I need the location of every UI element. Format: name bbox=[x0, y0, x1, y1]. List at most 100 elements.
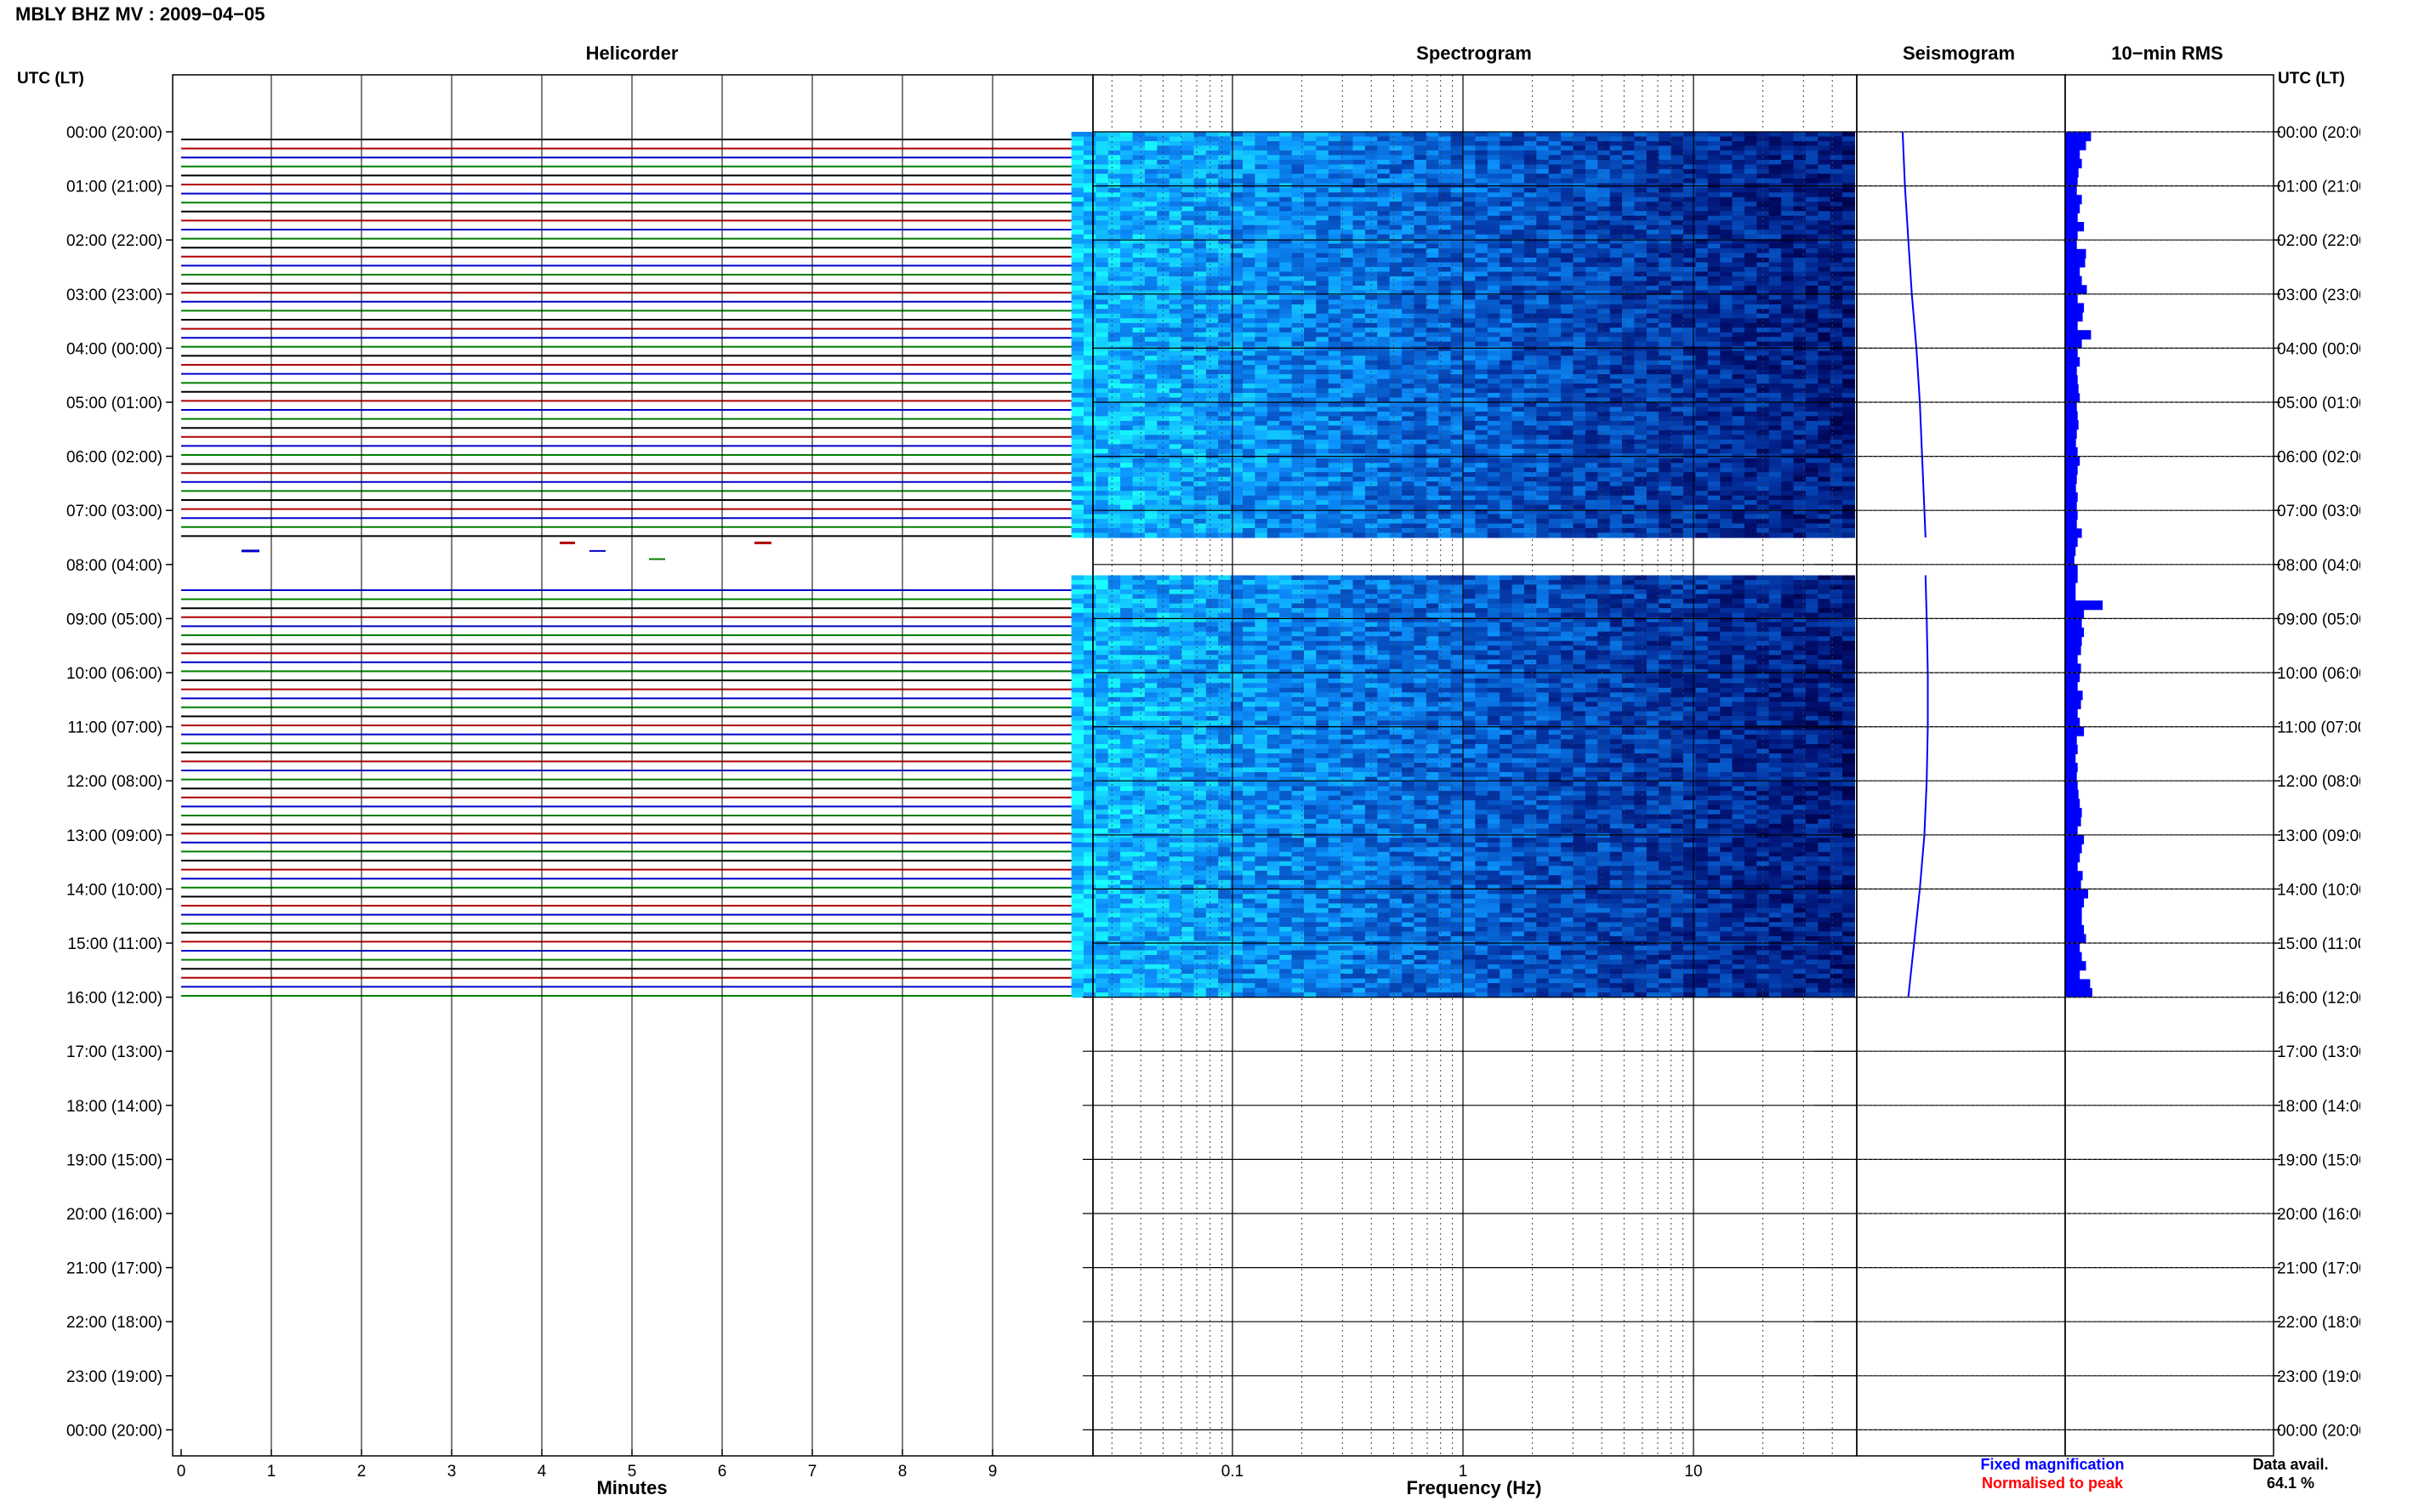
spectrogram-cell bbox=[1438, 429, 1452, 435]
spectrogram-cell bbox=[1720, 220, 1733, 226]
spectrogram-cell bbox=[1683, 378, 1696, 384]
spectrogram-cell bbox=[1266, 136, 1280, 142]
spectrogram-cell bbox=[1634, 267, 1648, 273]
spectrogram-cell bbox=[1659, 360, 1672, 366]
spectrogram-cell bbox=[1132, 313, 1146, 319]
spectrogram-cell bbox=[1573, 458, 1586, 463]
spectrogram-cell bbox=[1328, 425, 1341, 431]
spectrogram-cell bbox=[1463, 141, 1476, 147]
spectrogram-cell bbox=[1756, 309, 1770, 315]
spectrogram-cell bbox=[1793, 429, 1807, 435]
spectrogram-cell bbox=[1291, 322, 1305, 328]
spectrogram-cell bbox=[1144, 360, 1158, 366]
spectrogram-cell bbox=[1243, 425, 1255, 431]
spectrogram-cell bbox=[1585, 318, 1598, 324]
spectrogram-cell bbox=[1218, 164, 1232, 170]
spectrogram-cell bbox=[1536, 322, 1550, 328]
spectrogram-cell bbox=[1781, 150, 1795, 156]
spectrogram-cell bbox=[1414, 397, 1427, 403]
spectrogram-cell bbox=[1120, 346, 1134, 352]
spectrogram-cell bbox=[1132, 215, 1146, 221]
spectrogram-cell bbox=[1732, 299, 1745, 305]
spectrogram-cell bbox=[1230, 290, 1244, 296]
spectrogram-cell bbox=[1120, 355, 1134, 361]
spectrogram-cell bbox=[1511, 416, 1525, 422]
spectrogram-cell bbox=[1609, 220, 1623, 226]
spectrogram-cell bbox=[1548, 402, 1562, 408]
spectrogram-cell bbox=[1634, 309, 1648, 315]
spectrogram-cell bbox=[1071, 132, 1084, 138]
spectrogram-cell bbox=[1659, 355, 1672, 361]
spectrogram-cell bbox=[1732, 202, 1745, 207]
spectrogram-cell bbox=[1818, 299, 1831, 305]
spectrogram-cell bbox=[1842, 276, 1855, 282]
spectrogram-cell bbox=[1573, 155, 1586, 161]
spectrogram-cell bbox=[1818, 145, 1831, 151]
spectrogram-cell bbox=[1475, 132, 1488, 138]
spectrogram-cell bbox=[1597, 206, 1611, 212]
spectrogram-cell bbox=[1291, 406, 1305, 412]
spectrogram-cell bbox=[1561, 304, 1574, 310]
spectrogram-cell bbox=[1426, 463, 1439, 469]
spectrogram-cell bbox=[1193, 206, 1207, 212]
spectrogram-cell bbox=[1756, 299, 1770, 305]
spectrogram-cell bbox=[1818, 425, 1831, 431]
spectrogram-cell bbox=[1107, 281, 1121, 287]
spectrogram-cell bbox=[1279, 313, 1293, 319]
spectrogram-cell bbox=[1377, 230, 1391, 236]
spectrogram-cell bbox=[1402, 420, 1415, 426]
spectrogram-cell bbox=[1193, 322, 1207, 328]
spectrogram-cell bbox=[1622, 202, 1635, 207]
spectrogram-cell bbox=[1132, 271, 1146, 277]
spectrogram-cell bbox=[1328, 318, 1341, 324]
spectrogram-cell bbox=[1830, 192, 1843, 198]
spectrogram-cell bbox=[1291, 397, 1305, 403]
spectrogram-cell bbox=[1169, 258, 1182, 264]
spectrogram-cell bbox=[1438, 486, 1452, 492]
spectrogram-cell bbox=[1230, 472, 1244, 478]
spectrogram-cell bbox=[1500, 290, 1513, 296]
spectrogram-cell bbox=[1622, 476, 1635, 482]
spectrogram-cell bbox=[1193, 341, 1207, 347]
spectrogram-cell bbox=[1120, 253, 1134, 259]
spectrogram-cell bbox=[1084, 196, 1096, 202]
spectrogram-cell bbox=[1646, 439, 1659, 445]
spectrogram-cell bbox=[1463, 388, 1476, 394]
spectrogram-cell bbox=[1818, 220, 1831, 226]
page-title: MBLY BHZ MV : 2009−04−05 bbox=[15, 3, 265, 25]
spectrogram-cell bbox=[1450, 239, 1464, 245]
spectrogram-cell bbox=[1768, 369, 1782, 375]
spectrogram-cell bbox=[1707, 467, 1721, 473]
spectrogram-cell bbox=[1475, 472, 1488, 478]
spectrogram-cell bbox=[1402, 444, 1415, 450]
spectrogram-cell bbox=[1340, 168, 1354, 174]
spectrogram-cell bbox=[1500, 281, 1513, 287]
spectrogram-cell bbox=[1304, 132, 1317, 138]
spectrogram-cell bbox=[1842, 346, 1855, 352]
spectrogram-cell bbox=[1744, 168, 1757, 174]
spectrogram-cell bbox=[1805, 215, 1819, 221]
spectrogram-cell bbox=[1169, 239, 1182, 245]
spectrogram-cell bbox=[1646, 429, 1659, 435]
spectrogram-cell bbox=[1463, 196, 1476, 202]
spectrogram-cell bbox=[1659, 150, 1672, 156]
spectrogram-cell bbox=[1230, 276, 1244, 282]
spectrogram-cell bbox=[1818, 281, 1831, 287]
spectrogram-cell bbox=[1364, 290, 1378, 296]
spectrogram-cell bbox=[1793, 253, 1807, 259]
spectrogram-cell bbox=[1169, 253, 1182, 259]
spectrogram-cell bbox=[1707, 346, 1721, 352]
spectrogram-cell bbox=[1352, 145, 1366, 151]
spectrogram-cell bbox=[1328, 150, 1341, 156]
spectrogram-cell bbox=[1205, 220, 1219, 226]
spectrogram-cell bbox=[1463, 290, 1476, 296]
spectrogram-cell bbox=[1071, 360, 1084, 366]
spectrogram-cell bbox=[1609, 192, 1623, 198]
spectrogram-cell bbox=[1107, 243, 1121, 249]
spectrogram-cell bbox=[1193, 145, 1207, 151]
spectrogram-cell bbox=[1842, 384, 1855, 389]
spectrogram-cell bbox=[1291, 486, 1305, 492]
spectrogram-cell bbox=[1597, 225, 1611, 230]
spectrogram-cell bbox=[1573, 402, 1586, 408]
spectrogram-cell bbox=[1622, 444, 1635, 450]
